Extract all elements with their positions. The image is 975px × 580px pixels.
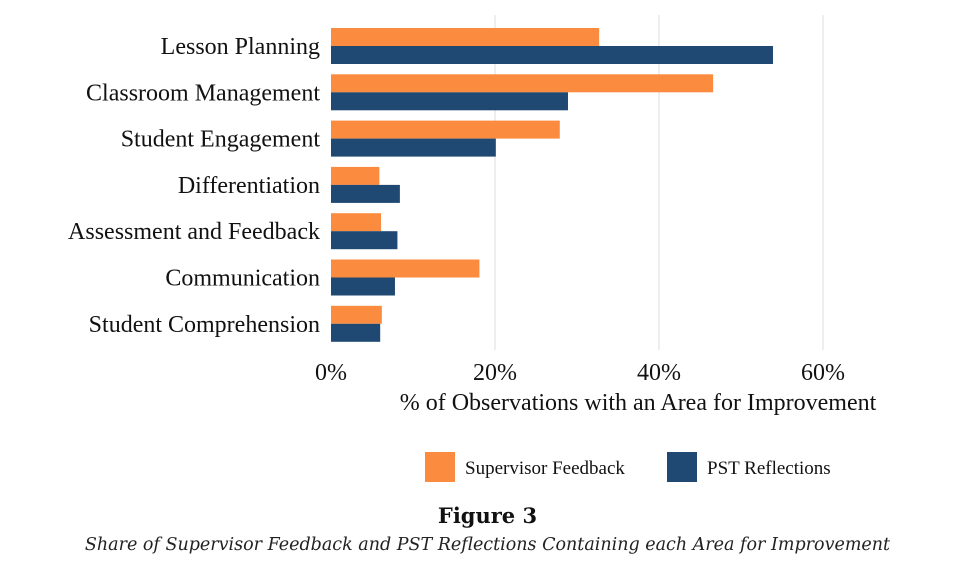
bar-supervisor-6 [331, 306, 382, 324]
category-label: Differentiation [178, 173, 320, 199]
category-label: Student Engagement [121, 127, 321, 153]
figure-caption: Share of Supervisor Feedback and PST Ref… [0, 535, 975, 555]
bar-pst-0 [331, 46, 773, 64]
x-tick-label: 20% [473, 360, 517, 386]
legend-label-pst: PST Reflections [707, 458, 831, 479]
bar-supervisor-4 [331, 213, 381, 231]
legend-label-supervisor: Supervisor Feedback [465, 458, 625, 479]
category-label: Student Comprehension [89, 312, 320, 338]
bars [331, 28, 773, 342]
x-tick-label: 60% [801, 360, 845, 386]
bar-pst-5 [331, 278, 395, 296]
bar-chart: Lesson Planning Classroom Management Stude… [0, 0, 975, 500]
gridlines [495, 15, 823, 350]
bar-supervisor-1 [331, 74, 713, 92]
bar-supervisor-2 [331, 121, 560, 139]
bar-pst-4 [331, 231, 397, 249]
category-label: Assessment and Feedback [68, 219, 320, 245]
figure-number: Figure 3 [0, 503, 975, 528]
x-axis-title: % of Observations with an Area for Impro… [400, 390, 877, 416]
x-tick-label: 40% [637, 360, 681, 386]
legend: Supervisor Feedback PST Reflections [425, 452, 831, 482]
category-label: Lesson Planning [161, 34, 320, 60]
bar-pst-6 [331, 324, 380, 342]
x-tick-label: 0% [315, 360, 347, 386]
legend-swatch-supervisor [425, 452, 455, 482]
category-label: Classroom Management [86, 80, 320, 106]
bar-supervisor-3 [331, 167, 379, 185]
bar-pst-1 [331, 92, 568, 110]
legend-swatch-pst [667, 452, 697, 482]
bar-supervisor-0 [331, 28, 599, 46]
x-tick-labels: 0% 20% 40% 60% [315, 360, 845, 386]
category-label: Communication [165, 266, 320, 292]
bar-supervisor-5 [331, 260, 479, 278]
category-labels: Lesson Planning Classroom Management Stude… [68, 34, 320, 338]
bar-pst-2 [331, 139, 496, 157]
bar-pst-3 [331, 185, 400, 203]
